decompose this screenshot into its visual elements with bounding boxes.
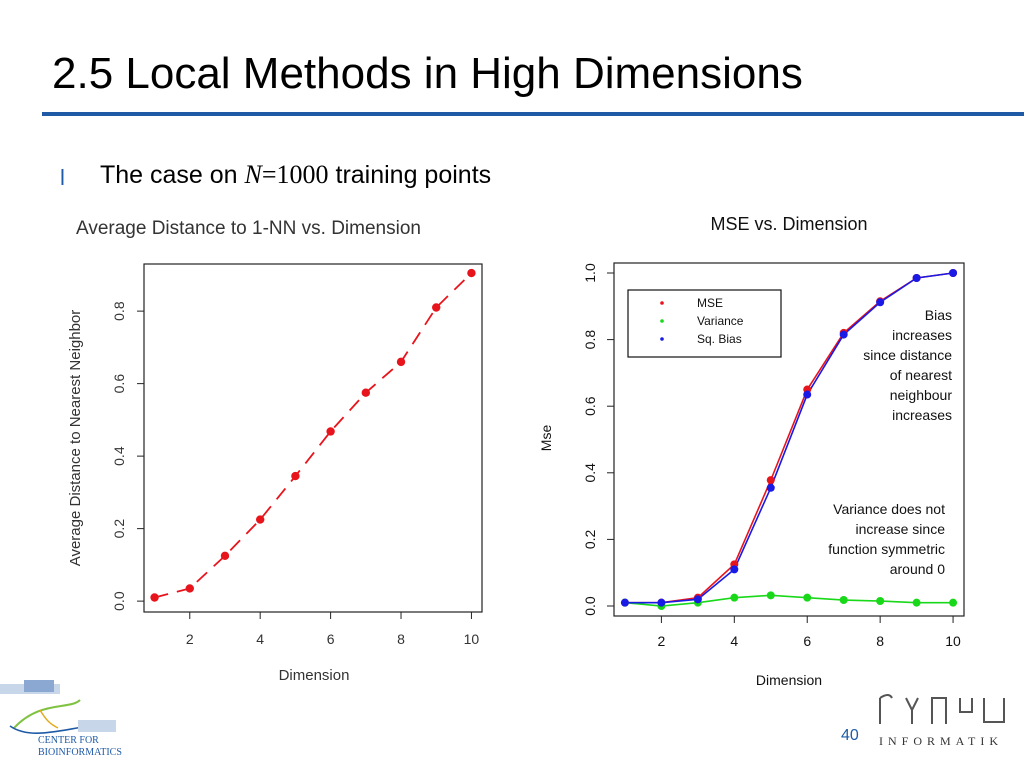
chart1-xtick-label: 8 — [397, 631, 405, 647]
chart2-point-variance — [730, 593, 739, 602]
chart2-ytick-label: 0.8 — [582, 330, 598, 350]
chart2-ytick-label: 1.0 — [582, 263, 598, 283]
chart2-point-variance — [876, 597, 885, 606]
chart2-point-variance — [839, 596, 848, 605]
chart2-xtick-label: 10 — [945, 633, 961, 649]
chart1-point — [467, 268, 476, 278]
chart1-point — [432, 303, 441, 312]
chart1-xtick-label: 6 — [327, 631, 335, 647]
chart2-point-sqbias — [620, 598, 629, 607]
legend-label-variance: Variance — [697, 314, 744, 328]
logo-left-line2: BIOINFORMATICS — [38, 747, 122, 758]
center-for-bioinformatics-logo — [0, 680, 116, 734]
chart1-ytick-label: 0.6 — [111, 374, 127, 394]
chart2-line-variance — [624, 594, 954, 607]
legend-label-sqbias: Sq. Bias — [697, 332, 742, 346]
chart2-legend: MSE Variance Sq. Bias — [627, 289, 782, 358]
bullet-marker: l — [60, 165, 65, 190]
annotation-variance-line: increase since — [856, 521, 946, 537]
chart2-point-variance — [949, 598, 958, 607]
informatik-text: INFORMATIK — [879, 734, 1004, 748]
chart2-point-variance — [766, 591, 775, 600]
chart1-xtick-label: 10 — [464, 631, 480, 647]
page-number: 40 — [841, 727, 859, 744]
chart2-point-mse — [766, 476, 775, 485]
chart2-xtick-label: 2 — [657, 633, 665, 649]
legend-label-mse: MSE — [697, 296, 723, 310]
chart2-ytick-label: 0.6 — [582, 396, 598, 416]
logo-left-line1: CENTER FOR — [38, 735, 99, 746]
annotation-bias-line: Bias — [925, 307, 952, 323]
annotation-bias-line: increases — [892, 407, 952, 423]
title-divider — [42, 112, 1024, 116]
bullet-text: The case on N=1000 training points — [100, 160, 491, 190]
chart1-point — [291, 471, 300, 481]
chart1-point — [255, 515, 265, 524]
chart1-frame — [143, 263, 483, 613]
annotation-variance-line: Variance does not — [833, 501, 945, 517]
chart2-point-variance — [803, 593, 812, 602]
annotation-bias-line: since distance — [863, 347, 952, 363]
chart2-point-sqbias — [730, 565, 739, 574]
chart2-xtick-label: 4 — [730, 633, 738, 649]
chart1-ytick-label: 0.4 — [111, 446, 127, 466]
annotation-variance: Variance does not increase since functio… — [828, 501, 945, 577]
chart2-title: MSE vs. Dimension — [710, 214, 867, 234]
chart2-point-sqbias — [949, 268, 958, 277]
chart2-ytick-label: 0.2 — [582, 529, 598, 549]
chart2-ytick-label: 0.4 — [582, 463, 598, 483]
annotation-bias-line: of nearest — [890, 367, 952, 383]
bullet-prefix: The case on — [100, 161, 245, 189]
chart1-point — [150, 593, 159, 602]
slide-title: 2.5 Local Methods in High Dimensions — [52, 49, 803, 98]
legend-marker-sqbias — [660, 337, 664, 341]
logo-left-text: CENTER FOR BIOINFORMATICS — [38, 735, 122, 759]
chart1-ytick-label: 0.0 — [111, 591, 127, 611]
informatik-logo — [879, 694, 1005, 724]
chart2-point-sqbias — [657, 598, 666, 607]
annotation-bias-line: neighbour — [890, 387, 953, 403]
chart1-point — [326, 427, 335, 436]
bullet-suffix: training points — [328, 161, 492, 189]
annotation-variance-line: function symmetric — [828, 541, 945, 557]
chart1-title: Average Distance to 1-NN vs. Dimension — [76, 218, 421, 239]
chart2-ytick-label: 0.0 — [582, 596, 598, 616]
chart1-ylabel: Average Distance to Nearest Neighbor — [67, 310, 84, 567]
chart2-point-sqbias — [876, 298, 885, 307]
legend-box — [627, 289, 782, 358]
chart2-ylabel: Mse — [538, 425, 554, 452]
bullet-math-var: N — [244, 160, 262, 189]
chart2-xtick-label: 8 — [876, 633, 884, 649]
chart2-point-sqbias — [803, 390, 812, 399]
chart1-xlabel: Dimension — [279, 667, 350, 684]
chart2-xtick-label: 6 — [803, 633, 811, 649]
chart1-point — [185, 584, 194, 593]
chart2-line-sqbias — [624, 272, 954, 604]
chart1-point — [396, 357, 406, 367]
chart1-ytick-label: 0.2 — [111, 519, 127, 539]
chart2-xlabel: Dimension — [756, 672, 822, 688]
chart1-xtick-label: 2 — [186, 631, 194, 647]
bullet-math-rest: =1000 — [261, 160, 329, 189]
chart2-point-sqbias — [693, 595, 702, 604]
chart2-point-variance — [912, 598, 921, 607]
chart2-point-sqbias — [766, 483, 775, 492]
annotation-bias: Bias increases since distance of nearest… — [863, 307, 952, 423]
chart2-point-sqbias — [912, 273, 921, 282]
chart1-xtick-label: 4 — [256, 631, 264, 647]
chart2-point-sqbias — [839, 330, 848, 339]
chart1-point — [220, 551, 230, 561]
legend-marker-mse — [660, 301, 664, 305]
chart1-ytick-label: 0.8 — [111, 301, 127, 321]
chart2-frame — [613, 262, 965, 617]
annotation-variance-line: around 0 — [890, 561, 945, 577]
chart1-series-line — [154, 272, 473, 599]
bullet-math: N=1000 — [245, 160, 329, 189]
annotation-bias-line: increases — [892, 327, 952, 343]
legend-marker-variance — [660, 319, 664, 323]
chart1-point — [361, 388, 371, 397]
